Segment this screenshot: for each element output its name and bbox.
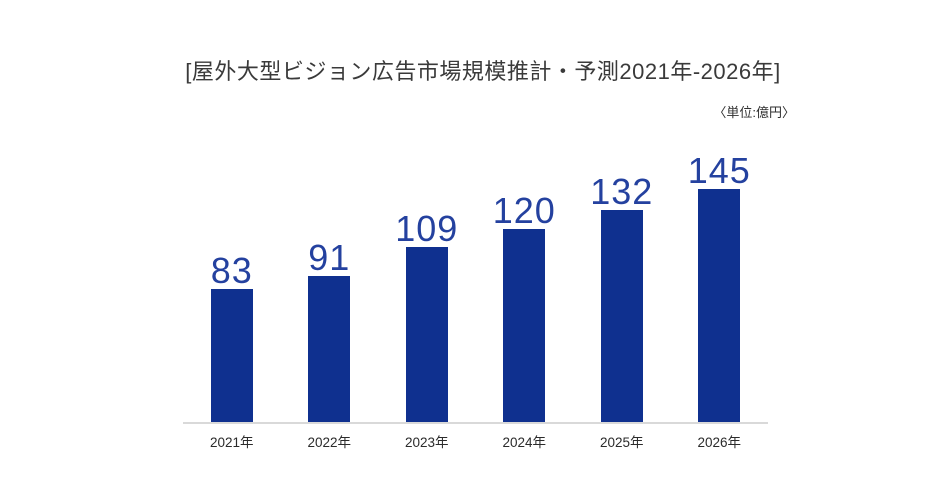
x-axis-tick: 2024年 — [502, 435, 547, 450]
bar-value-label: 132 — [590, 170, 654, 212]
bar-value-label: 120 — [492, 190, 556, 231]
bar — [698, 188, 741, 423]
bar — [405, 246, 448, 423]
bar — [210, 288, 253, 423]
chart-title: [屋外大型ビジョン広告市場規模推計・予測2021年-2026年] — [185, 59, 781, 84]
x-axis-tick: 2021年 — [209, 435, 254, 450]
bar-value-label: 91 — [308, 236, 351, 278]
x-axis-line — [183, 422, 768, 424]
bar — [503, 229, 546, 423]
bar-column-2024年: 120 — [476, 193, 574, 423]
bar-column-2025年: 132 — [573, 170, 671, 423]
bar-chart-plot-area: 83 91 109 120 132 145 — [183, 0, 768, 423]
bar-column-2023年: 109 — [378, 207, 476, 423]
x-axis-tick: 2023年 — [404, 435, 449, 450]
x-axis-tick: 2026年 — [697, 435, 742, 450]
bar-column-2022年: 91 — [281, 236, 379, 423]
bar-value-label: 145 — [687, 149, 751, 191]
bar-value-label: 83 — [210, 249, 253, 291]
x-axis-tick-labels: 2021年 2022年 2023年 2024年 2025年 2026年 — [183, 431, 768, 451]
bar — [308, 275, 351, 423]
bar-column-2026年: 145 — [671, 149, 769, 423]
bar-column-2021年: 83 — [183, 249, 281, 423]
x-axis-tick: 2025年 — [599, 435, 644, 450]
unit-label: 〈単位:億円〉 — [713, 105, 795, 120]
x-axis-tick: 2022年 — [307, 435, 352, 450]
bar-value-label: 109 — [395, 207, 459, 249]
bar — [600, 209, 643, 423]
